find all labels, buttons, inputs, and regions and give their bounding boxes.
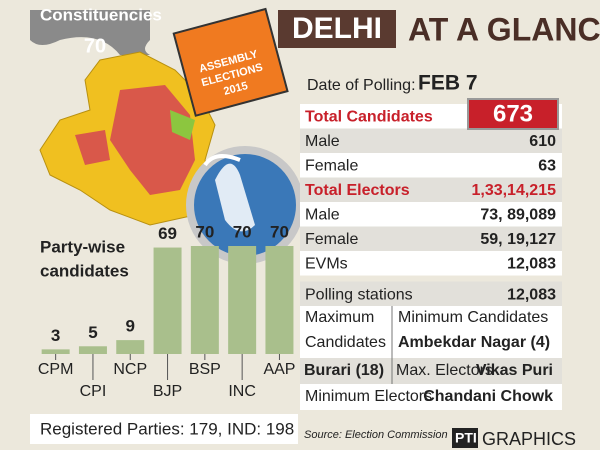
value: Chandani Chowk: [423, 388, 553, 405]
row-bg: [300, 202, 562, 227]
constituency-count: 70: [84, 35, 106, 57]
row-label: EVMs: [305, 255, 348, 272]
row-bg: [300, 281, 562, 308]
row-label: Polling stations: [305, 287, 413, 304]
label: Date of Polling:: [307, 77, 416, 94]
bar-label: 70: [195, 222, 214, 241]
bar: [41, 349, 70, 354]
bar-label: 70: [233, 222, 252, 241]
row-value: 73, 89,089: [480, 206, 556, 223]
row-label: Male: [305, 206, 340, 223]
source: Source: Election Commission: [304, 429, 448, 441]
title-box: [278, 10, 396, 48]
row-bg: [300, 306, 562, 358]
row-label: Total Electors: [305, 182, 410, 199]
bar-label: 70: [270, 222, 289, 241]
bar: [153, 247, 182, 354]
row-value: 63: [538, 157, 556, 174]
row-value: 12,083: [507, 255, 556, 272]
x-tick-label: BJP: [153, 383, 182, 400]
value: Burari (18): [304, 362, 384, 379]
bar-label: 9: [126, 317, 135, 336]
bar-label: 3: [51, 326, 60, 345]
logo: [452, 428, 478, 448]
row-label: Female: [305, 231, 358, 248]
footer-box: [30, 414, 298, 444]
label: Maximum: [305, 309, 374, 326]
row-value: 59, 19,127: [480, 231, 556, 248]
x-tick-label: CPI: [80, 383, 107, 400]
row-value: 1,33,14,215: [471, 182, 556, 199]
bar-label: 69: [158, 224, 177, 243]
highlight-box: [467, 98, 559, 130]
row-label: Total Candidates: [305, 108, 433, 125]
map-title: Constituencies: [40, 5, 162, 24]
map-region: [170, 110, 195, 140]
bar: [228, 246, 257, 354]
globe-land: [215, 163, 255, 232]
row-bg: [300, 177, 562, 202]
label: Minimum Candidates: [398, 309, 548, 326]
row-bg: [300, 226, 562, 251]
chart-title: Party-wise: [40, 237, 125, 256]
bar-label: 5: [88, 323, 97, 342]
subtitle: AT A GLANCE: [408, 11, 600, 47]
label: Candidates: [305, 334, 386, 351]
bar: [116, 340, 145, 354]
row-bg: [300, 128, 562, 153]
value: Ambekdar Nagar (4): [398, 334, 550, 351]
label: Max. Electors: [396, 362, 493, 379]
map-region: [75, 130, 110, 165]
value: Vikas Puri: [476, 362, 553, 379]
x-tick-label: CPM: [38, 361, 74, 378]
row-value: 610: [529, 133, 556, 150]
bar: [78, 346, 107, 354]
row-bg: [300, 251, 562, 276]
row-label: Male: [305, 133, 340, 150]
x-tick-label: NCP: [113, 361, 147, 378]
x-tick-label: AAP: [263, 361, 295, 378]
credit: GRAPHICS: [482, 429, 576, 449]
logo-text: PTI: [455, 430, 477, 446]
row-bg: [300, 384, 562, 410]
footer: Registered Parties: 179, IND: 198: [40, 419, 294, 438]
x-tick-label: INC: [228, 383, 256, 400]
arrow: [203, 154, 241, 167]
value: FEB 7: [418, 72, 478, 95]
title: DELHI: [292, 12, 382, 45]
row-label: Female: [305, 157, 358, 174]
row-value: 12,083: [507, 287, 556, 304]
constituency-badge: [30, 10, 150, 55]
label: Minimum Electors: [305, 388, 432, 405]
x-tick-label: BSP: [189, 361, 221, 378]
bar: [190, 246, 219, 354]
ballot-box: [172, 7, 289, 117]
row-bg: [300, 358, 562, 384]
chart-title: candidates: [40, 261, 129, 280]
row-bg: [300, 153, 562, 178]
details: [300, 306, 562, 410]
bar: [265, 246, 294, 354]
row-value: 673: [493, 100, 533, 127]
